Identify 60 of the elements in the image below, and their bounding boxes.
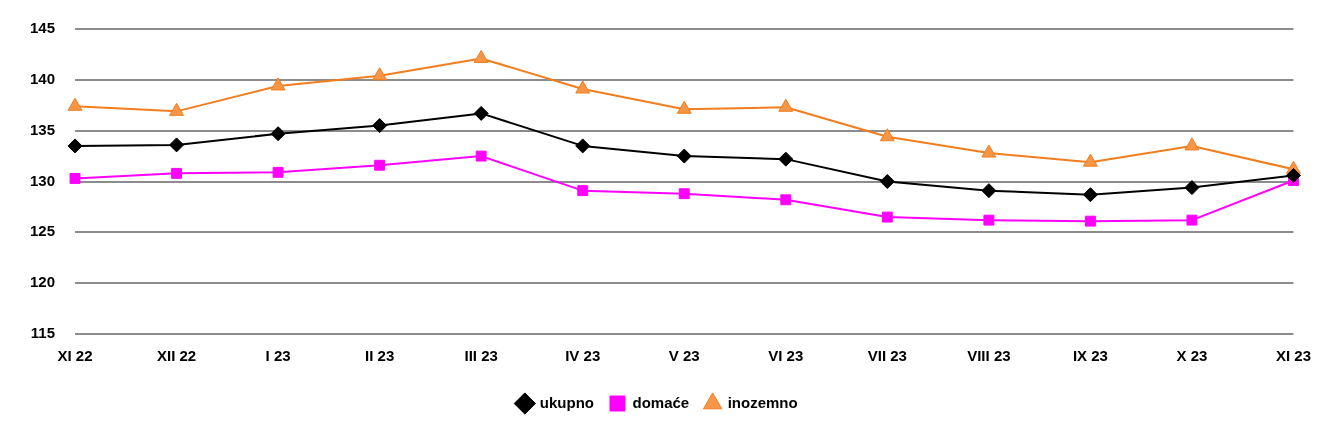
point [69,173,81,184]
point [1082,187,1098,203]
point [171,167,183,179]
point [272,166,284,178]
y-tick-label: 125 [30,222,56,240]
x-tick-label: V 23 [668,347,700,365]
x-tick-label: I 23 [265,347,291,365]
point [676,100,692,114]
point [575,80,591,94]
x-tick-label: VII 23 [867,347,907,365]
x-tick-label: II 23 [365,347,395,365]
x-tick-label: IV 23 [565,347,601,365]
legend-label: domaće [632,393,690,411]
x-tick-label: VIII 23 [967,347,1011,365]
point [881,211,893,223]
point [780,194,792,206]
x-tick-label: XI 23 [1275,347,1311,365]
x-tick-label: X 23 [1176,347,1208,365]
point [778,151,794,167]
y-tick-label: 120 [30,273,56,291]
point [879,128,895,142]
point [981,183,997,199]
x-tick-label: III 23 [464,347,498,365]
y-tick-label: 130 [30,171,56,189]
point [372,118,388,134]
point [270,77,286,91]
point [475,150,487,162]
point [575,138,591,154]
point [678,188,690,200]
y-tick-label: 140 [30,69,56,87]
y-tick-label: 145 [30,19,56,37]
point [270,126,286,142]
point [983,214,995,226]
point [1082,153,1098,167]
point [1184,180,1200,196]
x-tick-label: XI 22 [57,347,93,365]
legend-label: inozemno [727,393,798,411]
point [879,174,895,189]
x-tick-label: IX 23 [1072,347,1108,365]
point [577,185,589,197]
x-tick-label: XII 22 [156,347,197,365]
point [676,148,692,164]
y-tick-label: 115 [30,324,56,342]
point [169,137,185,153]
point [372,67,388,81]
point [981,144,997,158]
legend-label: ukupno [539,393,594,411]
point [473,49,489,63]
point [67,138,83,154]
point [473,105,489,121]
point [169,102,184,116]
x-tick-label: VI 23 [768,347,804,365]
y-tick-label: 135 [30,120,56,138]
point [1184,137,1200,151]
point [1285,167,1301,183]
point [67,97,83,111]
point [374,159,386,171]
point [1084,215,1096,227]
point [778,98,794,112]
point [1186,214,1198,226]
